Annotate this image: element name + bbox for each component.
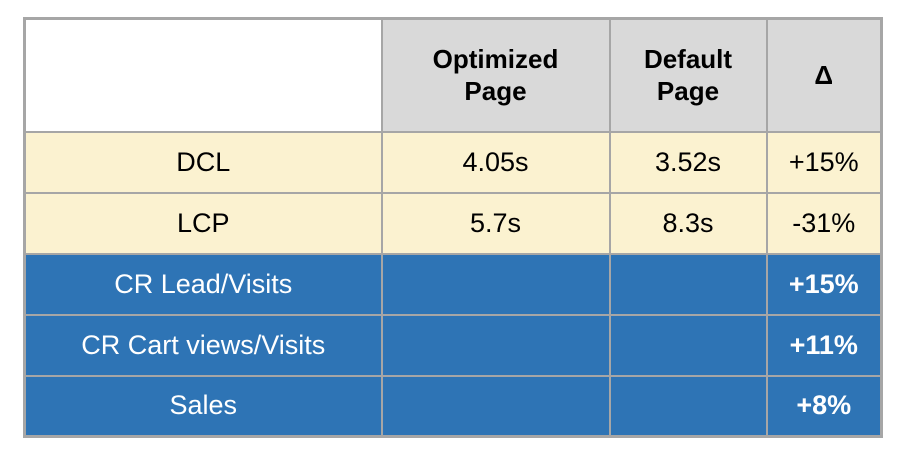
column-header-default-page: Default Page	[608, 17, 768, 133]
column-header-delta: Δ	[765, 17, 883, 133]
default-value-cell: 3.52s	[608, 130, 768, 194]
delta-value-cell: +15%	[765, 252, 883, 316]
header-row: Optimized Page Default Page Δ	[23, 17, 883, 133]
optimized-value-cell	[380, 374, 611, 438]
optimized-value-cell	[380, 313, 611, 377]
delta-value-cell: +8%	[765, 374, 883, 438]
default-value-cell: 8.3s	[608, 191, 768, 255]
row-label-cell: CR Cart views/Visits	[23, 313, 383, 377]
table-row-cr-lead-visits: CR Lead/Visits +15%	[23, 252, 883, 316]
row-label-cell: CR Lead/Visits	[23, 252, 383, 316]
column-header-optimized-page: Optimized Page	[380, 17, 611, 133]
default-value-cell	[608, 374, 768, 438]
row-label-cell: DCL	[23, 130, 383, 194]
delta-value-cell: -31%	[765, 191, 883, 255]
delta-value-cell: +15%	[765, 130, 883, 194]
comparison-table: Optimized Page Default Page Δ DCL 4.05s …	[23, 17, 883, 438]
optimized-value-cell: 5.7s	[380, 191, 611, 255]
table-row-sales: Sales +8%	[23, 374, 883, 438]
table-row-cr-cart-views-visits: CR Cart views/Visits +11%	[23, 313, 883, 377]
table-row-dcl: DCL 4.05s 3.52s +15%	[23, 130, 883, 194]
row-label-cell: Sales	[23, 374, 383, 438]
corner-cell	[23, 17, 383, 133]
optimized-value-cell: 4.05s	[380, 130, 611, 194]
delta-value-cell: +11%	[765, 313, 883, 377]
table-row-lcp: LCP 5.7s 8.3s -31%	[23, 191, 883, 255]
default-value-cell	[608, 313, 768, 377]
default-value-cell	[608, 252, 768, 316]
optimized-value-cell	[380, 252, 611, 316]
row-label-cell: LCP	[23, 191, 383, 255]
